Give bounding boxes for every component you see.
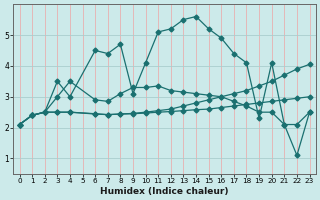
X-axis label: Humidex (Indice chaleur): Humidex (Indice chaleur) bbox=[100, 187, 229, 196]
